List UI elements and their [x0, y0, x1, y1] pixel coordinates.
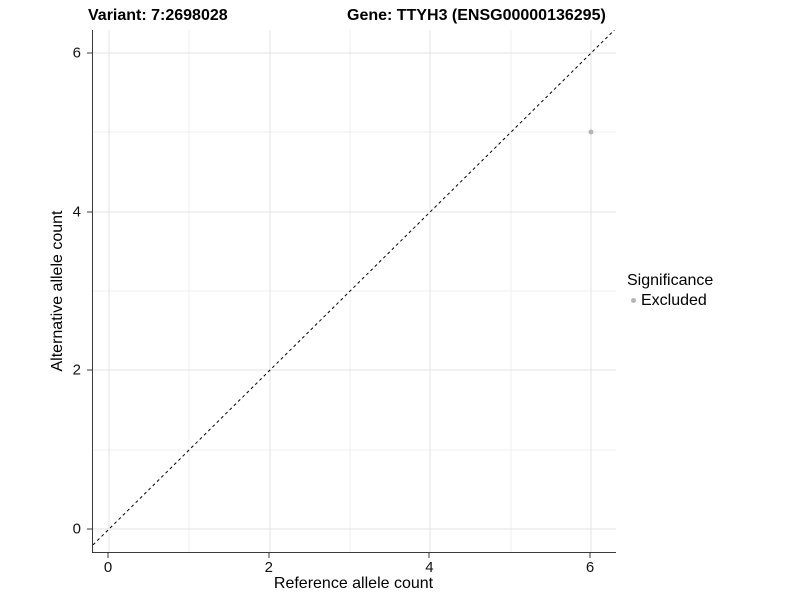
y-tick-mark: [87, 369, 92, 371]
gridline-minor-h: [93, 449, 616, 451]
gridline-major-v: [429, 30, 431, 552]
gridline-major-v: [108, 30, 110, 552]
y-axis: 0 2 4 6: [40, 30, 92, 552]
x-tick-mark: [268, 553, 270, 558]
legend: Significance Excluded: [627, 271, 713, 310]
y-tick-mark: [87, 52, 92, 54]
gridline-major-h: [93, 52, 616, 54]
identity-line-svg: [93, 30, 615, 546]
x-tick-mark: [107, 553, 109, 558]
x-tick-label: 0: [103, 559, 113, 576]
x-axis-title: Reference allele count: [273, 575, 434, 592]
x-tick-mark: [428, 553, 430, 558]
variant-title: Variant: 7:2698028: [88, 7, 228, 24]
y-tick-mark: [87, 528, 92, 530]
data-point: [588, 129, 594, 135]
x-axis: 0 2 4 6: [92, 553, 615, 579]
gridline-minor-v: [188, 30, 190, 552]
gridlines: [93, 30, 616, 552]
excluded-key-dot-icon: [631, 298, 636, 303]
x-tick-mark: [589, 553, 591, 558]
plot-panel: [92, 30, 616, 553]
y-tick-label: 0: [72, 520, 81, 538]
y-tick-label: 4: [72, 203, 81, 221]
gridline-minor-h: [93, 290, 616, 292]
legend-item-excluded: Excluded: [627, 291, 713, 310]
gridline-major-v: [590, 30, 592, 552]
gridline-major-h: [93, 369, 616, 371]
gridline-minor-v: [510, 30, 512, 552]
y-tick-label: 2: [72, 361, 81, 379]
gene-title: Gene: TTYH3 (ENSG00000136295): [347, 7, 606, 24]
gridline-major-h: [93, 528, 616, 530]
identity-dashed-line: [93, 30, 615, 546]
x-tick-label: 2: [264, 559, 273, 576]
y-tick-mark: [87, 211, 92, 213]
gridline-major-v: [269, 30, 271, 552]
y-axis-title: Alternative allele count: [49, 210, 66, 372]
y-tick-label: 6: [72, 44, 81, 62]
gridline-major-h: [93, 211, 616, 213]
legend-item-label: Excluded: [641, 292, 707, 309]
gridline-minor-h: [93, 131, 616, 133]
x-tick-label: 4: [425, 559, 434, 576]
legend-title: Significance: [627, 272, 714, 289]
x-tick-label: 6: [585, 559, 595, 576]
